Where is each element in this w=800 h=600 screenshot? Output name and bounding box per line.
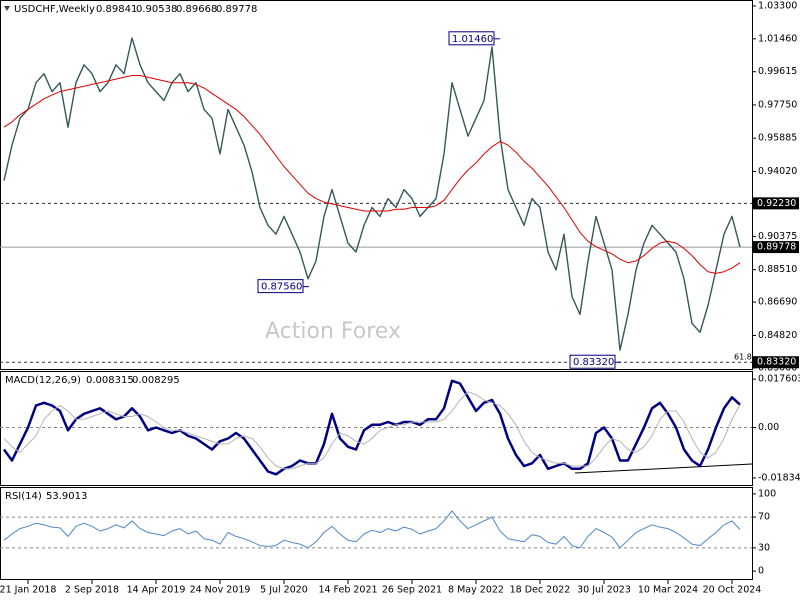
indicator-value: 0.008295 — [132, 375, 180, 386]
price-panel — [0, 0, 753, 370]
price-annotation: 0.83320 — [573, 357, 614, 368]
level-tag — [753, 356, 799, 369]
series-line — [2, 379, 741, 476]
y-tick-label: -0.01834 — [758, 472, 800, 483]
series-line — [3, 391, 741, 470]
chart-title: USDCHF,Weekly — [14, 4, 95, 15]
x-tick-label: 14 Feb 2021 — [318, 585, 377, 596]
y-tick-label: 0.017603 — [758, 374, 800, 385]
indicator-value: 0.008315 — [86, 375, 134, 386]
x-tick-label: 18 Dec 2022 — [510, 585, 571, 596]
x-tick-label: 30 Jul 2023 — [577, 585, 631, 596]
level-tag — [753, 197, 799, 210]
level-tag-label: 0.83320 — [757, 357, 796, 368]
price-annotation: 0.87560 — [261, 282, 302, 293]
series-line — [3, 510, 741, 549]
watermark: Action Forex — [265, 319, 401, 344]
y-tick-label: 0.90375 — [758, 231, 797, 242]
y-tick-label: 0.94020 — [758, 166, 797, 177]
x-tick-label: 5 Jul 2020 — [260, 585, 308, 596]
series-line — [3, 37, 741, 351]
ohlc-value: 0.89841 — [96, 4, 137, 15]
y-tick-label: 70 — [758, 512, 770, 523]
y-tick-label: 0.97750 — [758, 99, 797, 110]
indicator-value: 53.9013 — [46, 491, 87, 502]
x-tick-label: 14 Apr 2019 — [127, 585, 186, 596]
ohlc-value: 0.89778 — [216, 4, 257, 15]
rsi-panel — [0, 487, 753, 580]
x-tick-label: 20 Oct 2024 — [703, 585, 762, 596]
y-tick-label: 1.03300 — [758, 0, 797, 11]
indicator-title: MACD(12,26,9) — [5, 375, 81, 386]
y-tick-label: 0.86690 — [758, 297, 797, 308]
level-tag-label: 0.92230 — [757, 198, 796, 209]
y-tick-label: 0.88510 — [758, 264, 797, 275]
ohlc-value: 0.89668 — [176, 4, 217, 15]
ohlc-value: 0.90538 — [136, 4, 177, 15]
x-tick-label: 21 Jan 2018 — [0, 585, 56, 596]
x-tick-label: 2 Sep 2018 — [65, 585, 119, 596]
y-tick-label: 0.99615 — [758, 66, 797, 77]
macd-trendline — [574, 463, 753, 474]
x-tick-label: 10 Mar 2024 — [638, 585, 698, 596]
symbol-icon — [4, 6, 10, 11]
y-tick-label: 0.95885 — [758, 133, 797, 144]
y-tick-label: 30 — [758, 542, 770, 553]
y-tick-label: 1.01460 — [758, 33, 797, 44]
price-annotation: 1.01460 — [452, 34, 493, 45]
close-tag-label: 0.89778 — [757, 242, 796, 253]
close-tag — [753, 241, 799, 254]
y-tick-label: 0.84820 — [758, 330, 797, 341]
x-tick-label: 24 Nov 2019 — [190, 585, 251, 596]
fib-label: 61.8 — [734, 353, 752, 362]
y-tick-label: 0 — [758, 566, 764, 577]
series-line — [3, 75, 741, 274]
y-tick-label: 0.00 — [758, 422, 779, 433]
y-tick-label: 100 — [758, 488, 776, 499]
macd-panel — [0, 371, 753, 486]
x-tick-label: 26 Sep 2021 — [382, 585, 442, 596]
indicator-title: RSI(14) — [5, 491, 42, 502]
x-tick-label: 8 May 2022 — [448, 585, 504, 596]
